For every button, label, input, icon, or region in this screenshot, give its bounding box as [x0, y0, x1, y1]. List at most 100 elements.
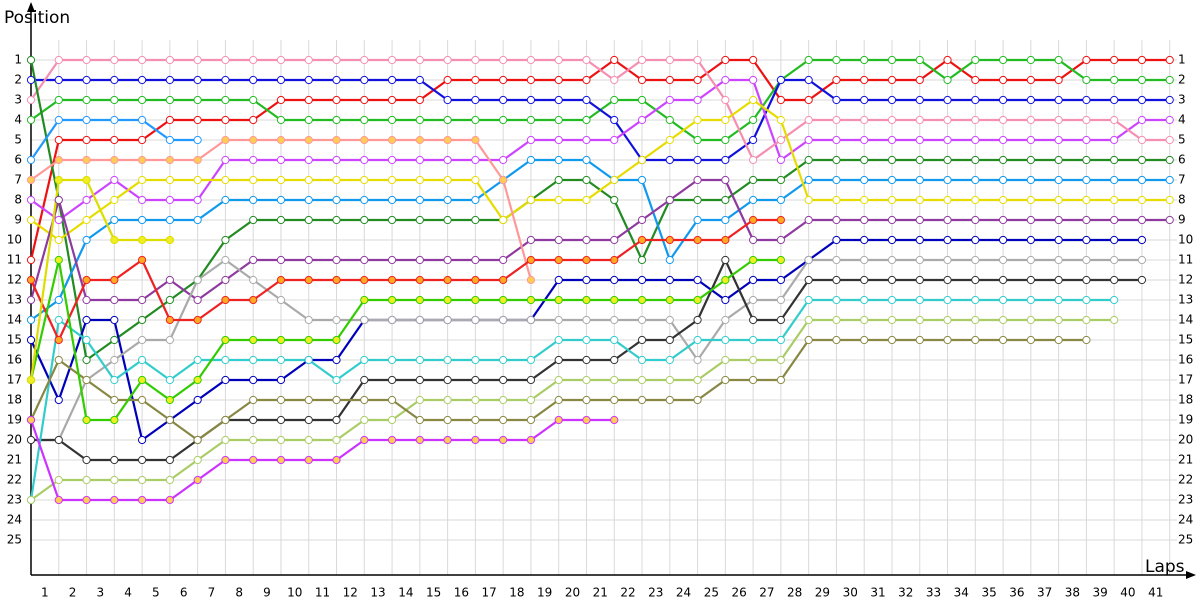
lap-marker — [943, 95, 952, 105]
lap-marker — [776, 315, 785, 325]
lap-marker — [943, 255, 952, 265]
lap-marker — [499, 395, 508, 405]
lap-marker — [82, 355, 91, 365]
lap-marker — [82, 195, 91, 205]
lap-marker — [82, 475, 91, 485]
lap-marker — [304, 175, 313, 185]
lap-marker — [665, 235, 674, 245]
x-tick-label: 38 — [1065, 586, 1080, 600]
lap-marker — [998, 315, 1008, 325]
lap-marker — [915, 255, 924, 265]
lap-marker — [249, 355, 258, 365]
lap-marker — [276, 175, 286, 185]
lap-marker — [387, 295, 397, 305]
x-tick-label: 4 — [124, 586, 132, 600]
x-tick-label: 9 — [263, 586, 271, 600]
lap-marker — [304, 115, 313, 125]
lap-marker — [693, 75, 702, 85]
y-tick-label-right: 12 — [1178, 273, 1193, 287]
lap-marker — [304, 195, 313, 205]
lap-marker — [665, 135, 674, 145]
lap-marker — [110, 275, 119, 285]
lap-marker — [137, 455, 147, 465]
lap-marker — [387, 215, 397, 225]
lap-marker — [499, 175, 508, 185]
lap-marker — [221, 55, 230, 65]
lap-marker — [387, 195, 397, 205]
y-tick-label: 2 — [14, 73, 22, 87]
lap-marker — [721, 75, 730, 85]
lap-marker — [165, 195, 174, 205]
lap-marker — [332, 95, 341, 105]
lap-marker — [499, 355, 508, 365]
lap-marker — [499, 295, 508, 305]
series-line — [29, 178, 1170, 302]
lap-marker — [610, 235, 619, 245]
lap-marker — [332, 395, 341, 405]
lap-marker — [249, 255, 258, 265]
lap-marker — [1026, 175, 1035, 185]
x-tick-label: 3 — [97, 586, 105, 600]
lap-marker — [526, 295, 536, 305]
lap-marker — [637, 255, 647, 265]
lap-marker — [721, 115, 730, 125]
x-tick-label: 36 — [1009, 586, 1024, 600]
lap-marker — [471, 215, 480, 225]
lap-marker — [165, 135, 174, 145]
lap-marker — [776, 235, 785, 245]
lap-marker — [1082, 115, 1091, 125]
lap-marker — [526, 375, 536, 385]
lap-marker — [443, 295, 452, 305]
lap-marker — [832, 255, 841, 265]
lap-marker — [1165, 155, 1174, 165]
lap-marker — [82, 235, 91, 245]
lap-marker — [221, 235, 230, 245]
x-tick-label: 28 — [787, 586, 802, 600]
x-tick-label: 41 — [1148, 586, 1163, 600]
lap-marker — [721, 195, 730, 205]
lap-marker — [693, 215, 702, 225]
lap-marker — [165, 455, 174, 465]
lap-marker — [332, 75, 341, 85]
lap-marker — [443, 75, 452, 85]
lap-marker — [26, 295, 36, 305]
x-tick-label: 24 — [676, 586, 691, 600]
lap-marker — [610, 315, 619, 325]
lap-marker — [582, 395, 591, 405]
lap-marker — [832, 155, 841, 165]
lap-marker — [554, 235, 563, 245]
x-tick-label: 7 — [208, 586, 216, 600]
lap-marker — [443, 395, 452, 405]
lap-marker — [637, 275, 647, 285]
x-tick-label: 27 — [759, 586, 774, 600]
y-tick-label: 25 — [7, 533, 22, 547]
lap-marker — [721, 275, 730, 285]
lap-marker — [554, 375, 563, 385]
x-tick-label: 32 — [898, 586, 913, 600]
lap-marker — [137, 475, 147, 485]
lap-marker — [471, 115, 480, 125]
lap-marker — [276, 395, 286, 405]
lap-marker — [943, 275, 952, 285]
lap-marker — [1054, 95, 1063, 105]
lap-marker — [721, 235, 730, 245]
lap-marker — [387, 155, 397, 165]
lap-marker — [526, 115, 536, 125]
lap-marker — [610, 335, 619, 345]
lap-marker — [249, 435, 258, 445]
lap-marker — [249, 375, 258, 385]
lap-marker — [471, 435, 480, 445]
lap-marker — [776, 115, 785, 125]
lap-marker — [54, 435, 63, 445]
lap-marker — [137, 175, 147, 185]
lap-marker — [193, 315, 202, 325]
lap-marker — [693, 375, 702, 385]
y-tick-label-right: 18 — [1178, 393, 1193, 407]
lap-marker — [249, 335, 258, 345]
lap-marker — [1054, 215, 1063, 225]
lap-marker — [443, 215, 452, 225]
lap-marker — [137, 315, 147, 325]
lap-marker — [887, 55, 897, 65]
lap-marker — [110, 495, 119, 505]
lap-marker — [193, 175, 202, 185]
